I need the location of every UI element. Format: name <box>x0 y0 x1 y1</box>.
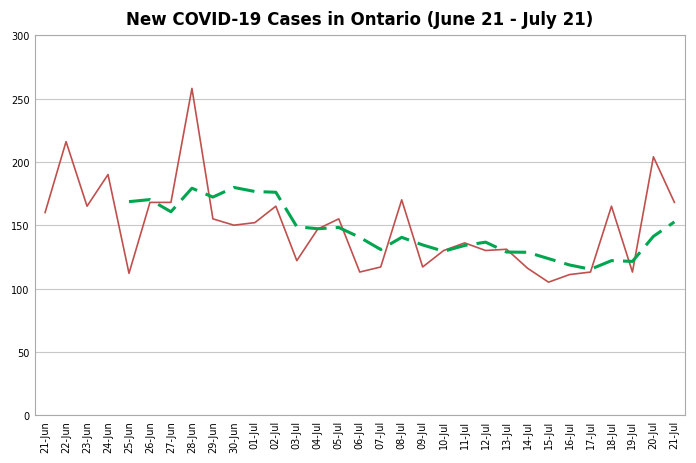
Title: New COVID-19 Cases in Ontario (June 21 - July 21): New COVID-19 Cases in Ontario (June 21 -… <box>126 11 594 29</box>
